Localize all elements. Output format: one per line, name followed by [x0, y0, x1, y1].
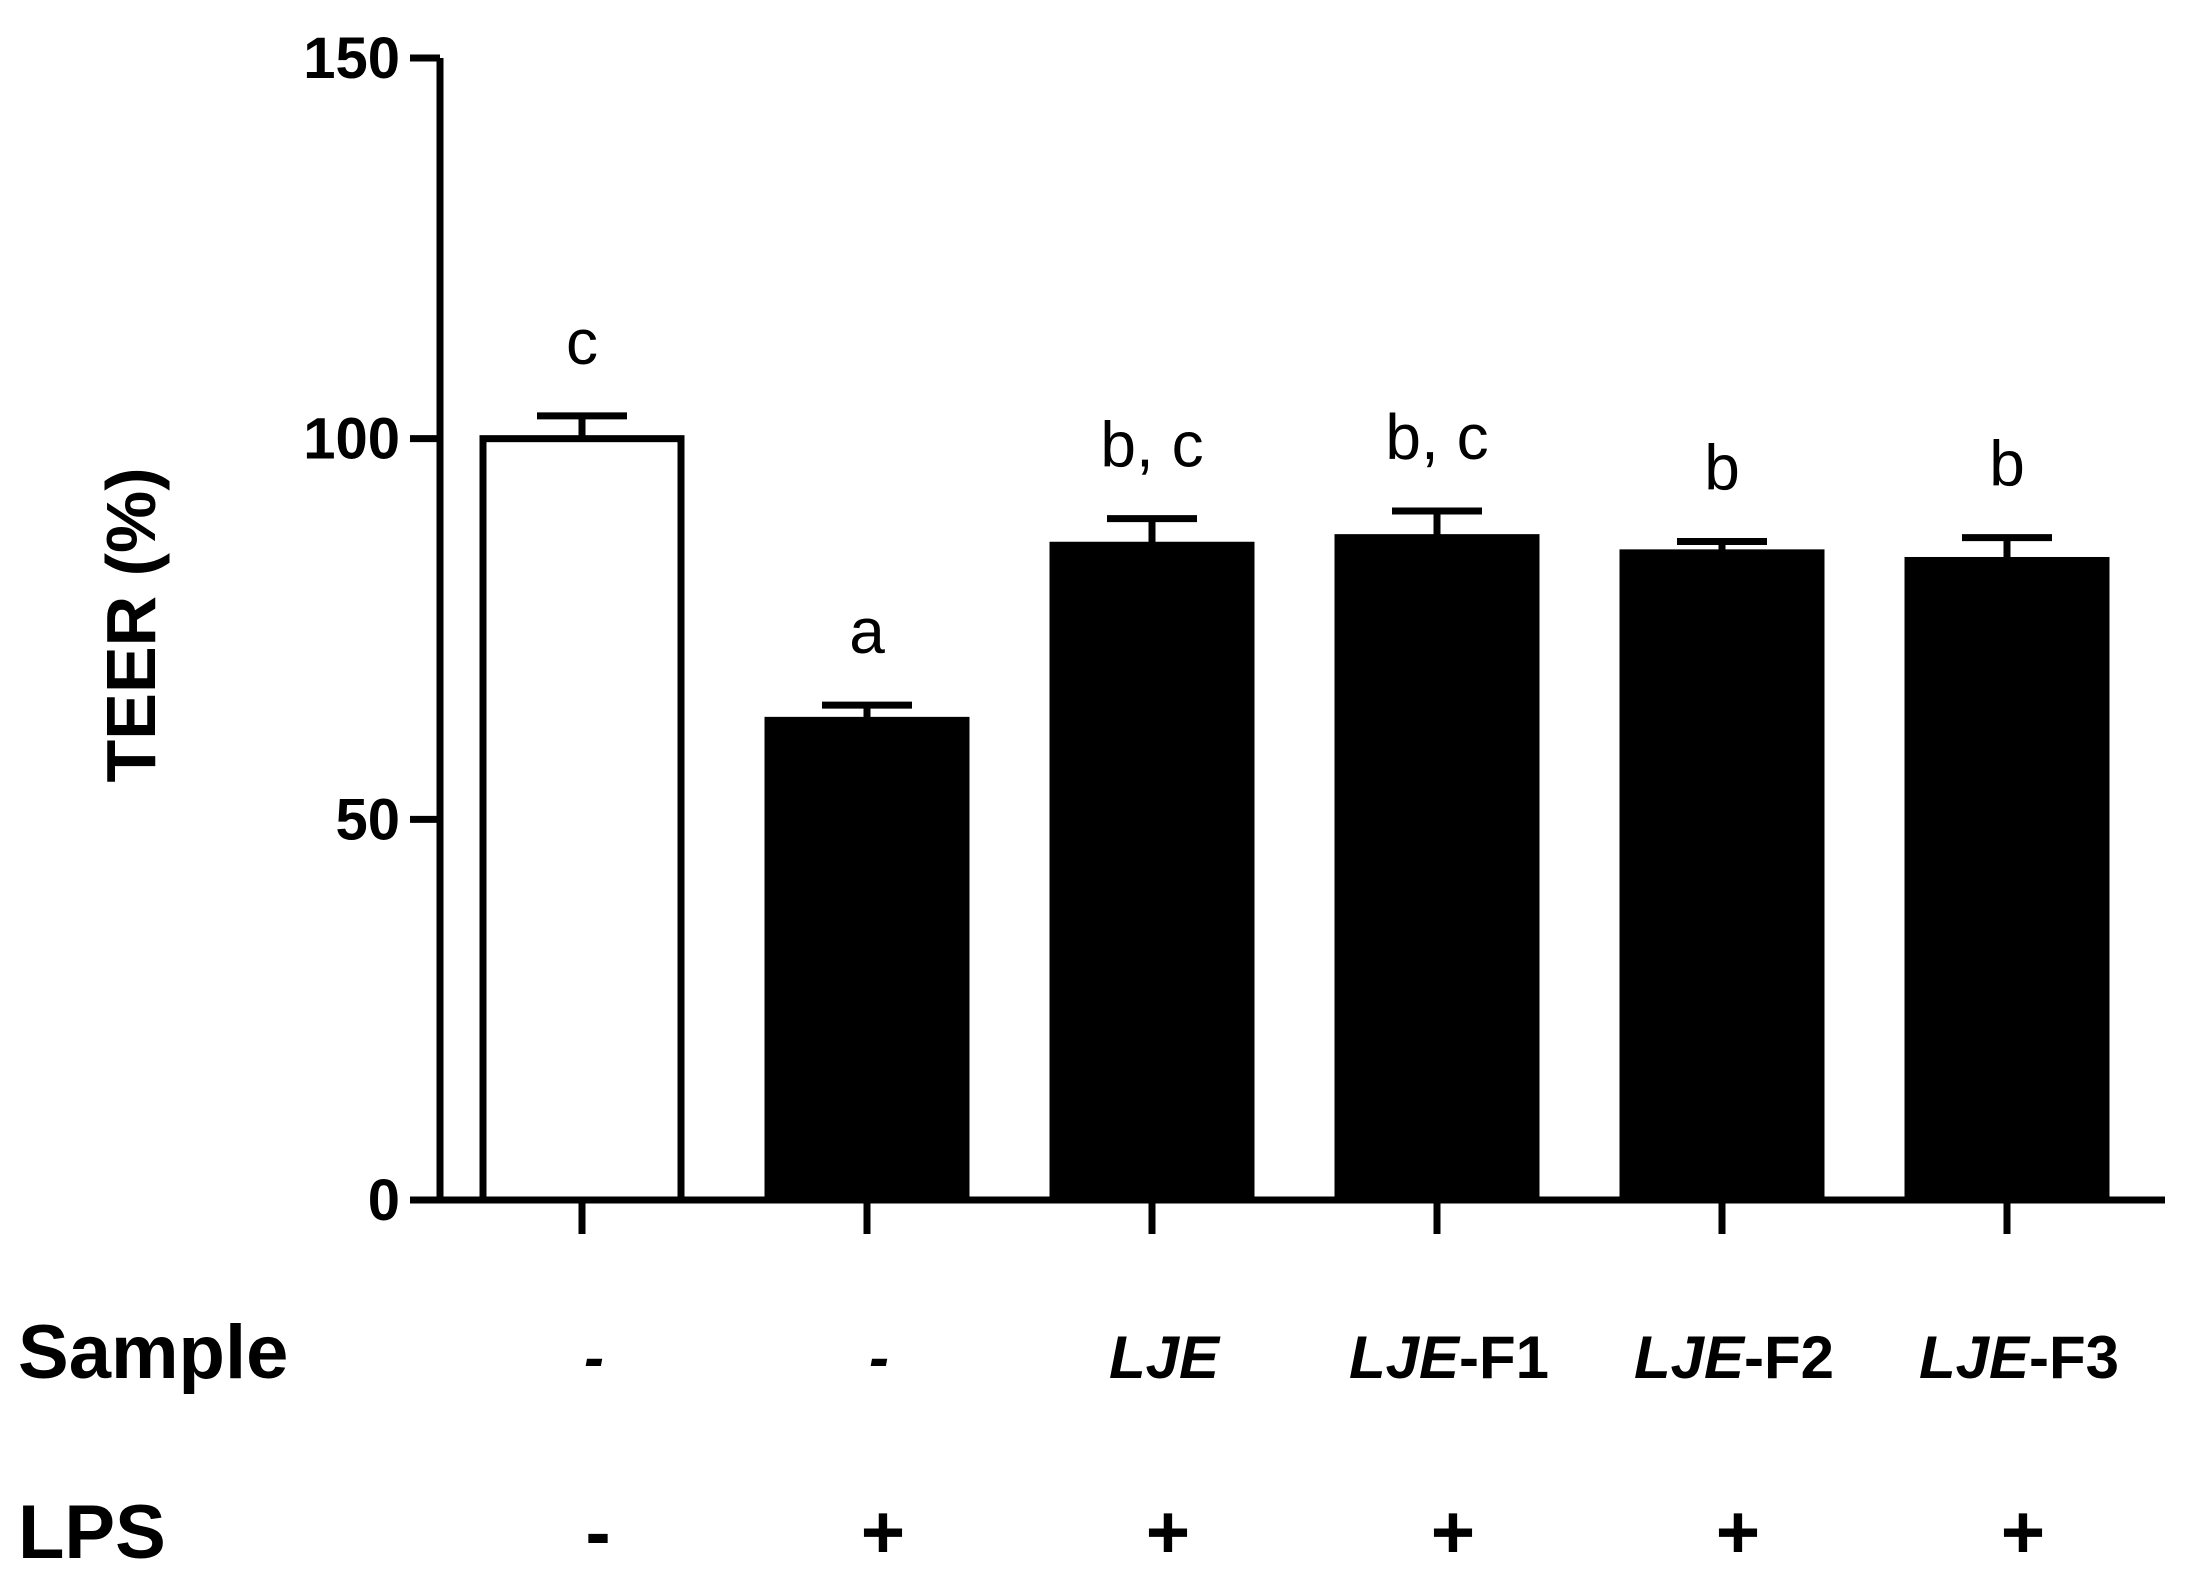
bar	[479, 435, 685, 1204]
sample-cell-italic: LJE	[1349, 1324, 1461, 1391]
significance-label: a	[849, 595, 885, 667]
lps-cell: -	[585, 1490, 610, 1575]
bar	[1904, 556, 2110, 1204]
sample-cell: LJE-F3	[1919, 1324, 2119, 1391]
row-label-sample: Sample	[18, 1310, 288, 1395]
significance-label: b	[1989, 428, 2025, 500]
sample-cell-italic: LJE	[1109, 1324, 1221, 1391]
sample-cell: LJE-F2	[1634, 1324, 1834, 1391]
y-tick-label: 0	[368, 1168, 400, 1233]
sample-cell-suffix: -F3	[2029, 1324, 2119, 1391]
y-axis-title: TEER (%)	[92, 468, 170, 783]
significance-label: b	[1704, 431, 1740, 503]
bar	[1619, 549, 1825, 1204]
lps-cell: +	[1146, 1490, 1190, 1575]
sample-cell: -	[869, 1324, 889, 1391]
y-tick-label: 50	[335, 787, 400, 852]
lps-cell: +	[1716, 1490, 1760, 1575]
x-axis	[440, 1196, 2165, 1234]
significance-label: b, c	[1385, 401, 1488, 473]
sample-cell-italic: LJE	[1634, 1324, 1746, 1391]
sample-cell-italic: -	[869, 1324, 889, 1391]
bar	[764, 716, 970, 1204]
sample-cell-italic: -	[584, 1324, 604, 1391]
y-axis: 0 50 100 150	[303, 26, 444, 1233]
row-label-lps: LPS	[18, 1490, 166, 1575]
lps-cell: +	[861, 1490, 905, 1575]
bar	[1049, 541, 1255, 1204]
significance-label: b, c	[1100, 409, 1203, 481]
y-tick-label: 150	[303, 26, 400, 91]
bars: c a b, c b, c b b	[479, 306, 2110, 1204]
sample-cell: LJE	[1109, 1324, 1221, 1391]
sample-cell-suffix: -F1	[1459, 1324, 1549, 1391]
y-tick-label: 100	[303, 407, 400, 472]
lps-cell: +	[1431, 1490, 1475, 1575]
lps-cell: +	[2001, 1490, 2045, 1575]
sample-cell: LJE-F1	[1349, 1324, 1549, 1391]
significance-label: c	[566, 306, 598, 378]
sample-cell-suffix: -F2	[1744, 1324, 1834, 1391]
bar	[1334, 534, 1540, 1204]
condition-table: ---+LJE+LJE-F1+LJE-F2+LJE-F3+	[584, 1324, 2119, 1575]
sample-cell: -	[584, 1324, 604, 1391]
sample-cell-italic: LJE	[1919, 1324, 2031, 1391]
